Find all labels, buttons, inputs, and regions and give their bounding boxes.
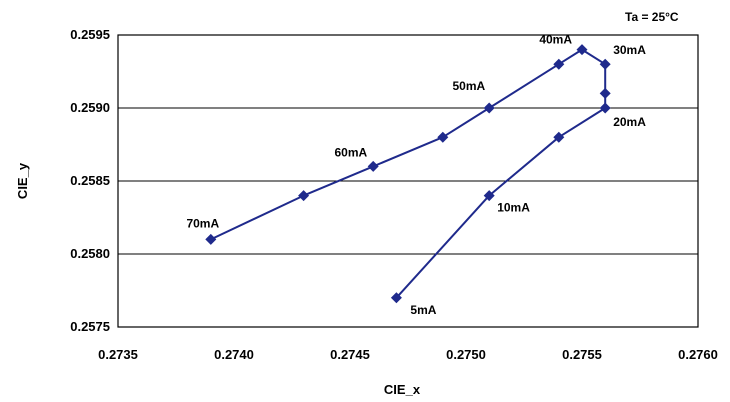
data-point-1	[483, 190, 495, 202]
data-point-11	[298, 190, 310, 202]
x-tick-label-5: 0.2760	[678, 347, 718, 362]
x-tick-label-0: 0.2735	[98, 347, 138, 362]
y-tick-label-1: 0.2580	[70, 246, 110, 261]
x-tick-label-4: 0.2755	[562, 347, 602, 362]
point-label-60mA: 60mA	[335, 145, 368, 159]
data-point-7	[553, 58, 565, 70]
y-tick-label-0: 0.2575	[70, 319, 110, 334]
point-label-20mA: 20mA	[613, 115, 646, 129]
data-point-12	[205, 233, 217, 245]
data-point-0	[390, 292, 402, 304]
data-point-8	[483, 102, 495, 114]
data-point-2	[553, 131, 565, 143]
point-label-40mA: 40mA	[539, 33, 572, 47]
x-tick-label-3: 0.2750	[446, 347, 486, 362]
data-point-4	[599, 87, 611, 99]
point-label-70mA: 70mA	[186, 216, 219, 230]
grid-lines	[118, 107, 698, 255]
y-tick-label-3: 0.2590	[70, 100, 110, 115]
series-line	[210, 48, 607, 299]
y-axis-title: CIE_y	[15, 162, 30, 199]
x-tick-label-2: 0.2745	[330, 347, 370, 362]
point-label-50mA: 50mA	[453, 79, 486, 93]
data-markers	[205, 44, 611, 304]
data-point-5	[599, 58, 611, 70]
y-tick-label-2: 0.2585	[70, 173, 110, 188]
x-tick-label-1: 0.2740	[214, 347, 254, 362]
x-tick-labels: 0.2735 0.2740 0.2745 0.2750 0.2755 0.2760	[98, 347, 718, 362]
point-label-30mA: 30mA	[613, 43, 646, 57]
y-tick-labels: 0.2575 0.2580 0.2585 0.2590 0.2595	[70, 27, 110, 334]
series-cie-xy	[210, 48, 607, 299]
data-point-9	[437, 131, 449, 143]
annotation-temperature: Ta = 25°C	[625, 10, 679, 24]
point-label-5mA: 5mA	[410, 303, 436, 317]
data-point-10	[367, 160, 379, 172]
plot-area-frame	[117, 34, 699, 328]
x-axis-title: CIE_x	[384, 382, 421, 397]
point-label-10mA: 10mA	[497, 201, 530, 215]
data-point-6	[576, 44, 588, 56]
point-labels: 5mA 10mA 20mA 30mA 40mA 50mA 60mA 70mA	[186, 33, 646, 317]
y-tick-label-4: 0.2595	[70, 27, 110, 42]
data-point-3	[599, 102, 611, 114]
